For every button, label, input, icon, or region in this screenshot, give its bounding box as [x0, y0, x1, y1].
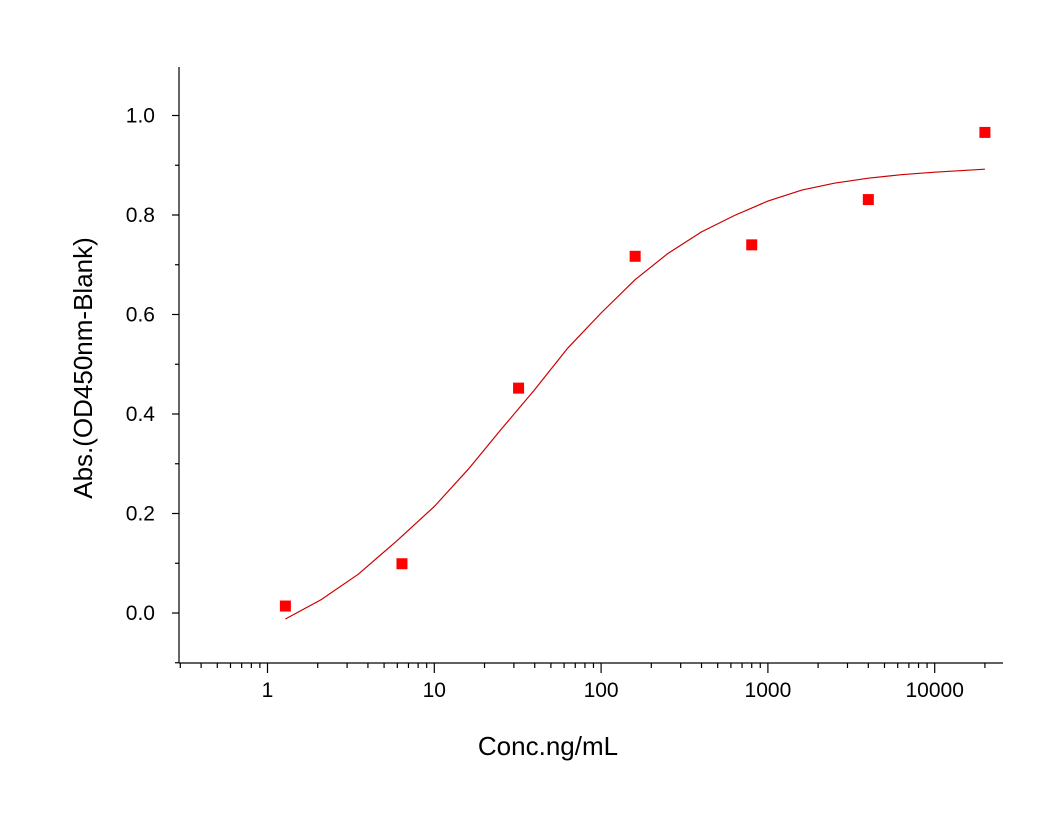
y-axis-title: Abs.(OD450nm-Blank) — [68, 237, 98, 499]
plot-area: 0.0 0.2 0.4 0.6 0.8 1.0 1 10 100 1000 10000 — [126, 67, 1003, 702]
data-point — [862, 194, 874, 206]
data-point — [396, 558, 408, 570]
x-tick-label: 10000 — [905, 679, 963, 702]
fitted-curves — [285, 168, 985, 620]
data-points — [279, 126, 991, 612]
y-tick-label: 1.0 — [126, 105, 155, 128]
data-point — [513, 382, 525, 394]
x-axis-title: Conc.ng/mL — [478, 731, 618, 761]
y-axis-ticks: 0.0 0.2 0.4 0.6 0.8 1.0 — [126, 105, 179, 664]
data-point — [279, 600, 291, 612]
data-point — [746, 239, 758, 251]
data-point — [979, 126, 991, 138]
y-tick-label: 0.8 — [126, 204, 155, 227]
y-tick-label: 0.4 — [126, 403, 156, 426]
x-tick-label: 100 — [584, 679, 619, 702]
x-axis-ticks: 1 10 100 1000 10000 — [179, 663, 986, 702]
fitted-curve-line — [285, 168, 985, 620]
x-tick-label: 1000 — [745, 679, 792, 702]
data-point — [629, 250, 641, 262]
x-tick-label: 10 — [423, 679, 446, 702]
y-tick-label: 0.6 — [126, 304, 155, 327]
y-tick-label: 0.2 — [126, 503, 155, 526]
x-tick-label: 1 — [262, 679, 274, 702]
y-tick-label: 0.0 — [126, 602, 155, 625]
